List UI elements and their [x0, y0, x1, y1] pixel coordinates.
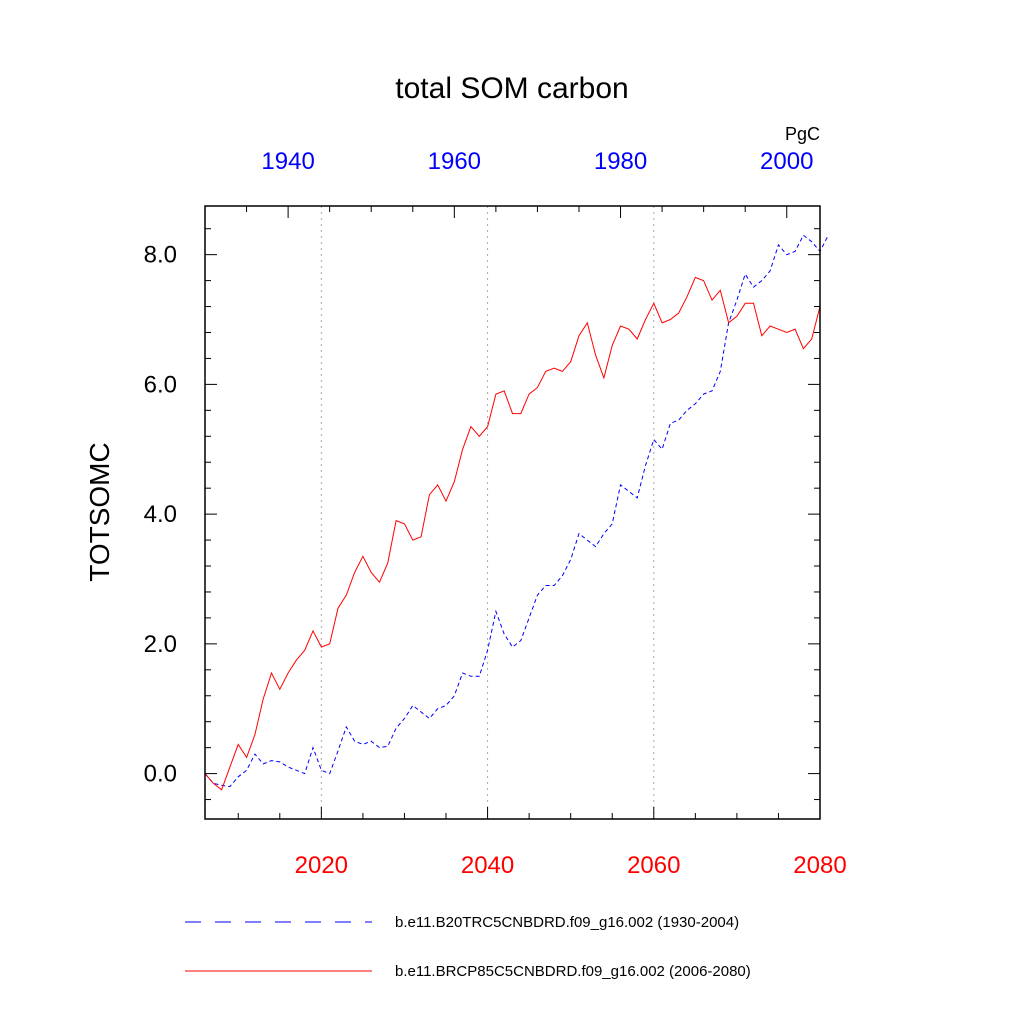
chart-title: total SOM carbon: [395, 72, 628, 105]
bottom-tick-label-2080: 2080: [793, 852, 846, 879]
top-tick-label-1980: 1980: [594, 148, 647, 175]
y-tick-label-8.0: 8.0: [144, 242, 177, 269]
bottom-tick-label-2040: 2040: [461, 852, 514, 879]
bottom-tick-label-2060: 2060: [627, 852, 680, 879]
legend-label-series-2: b.e11.BRCP85C5CNBDRD.f09_g16.002 (2006-2…: [395, 963, 751, 980]
top-tick-label-1960: 1960: [428, 148, 481, 175]
bottom-tick-label-2020: 2020: [295, 852, 348, 879]
series-layer: [204, 234, 829, 791]
series-line-1: [204, 234, 829, 788]
series-line-2: [204, 276, 821, 791]
grid-lines: [320, 206, 655, 819]
y-tick-label-6.0: 6.0: [144, 371, 177, 398]
y-tick-label-2.0: 2.0: [144, 631, 177, 658]
axes: 2020 2040 2060 2080 1940 1960 1980 2000 0.0 2.0 4.…: [144, 148, 847, 879]
y-tick-label-4.0: 4.0: [144, 501, 177, 528]
legend: b.e11.B20TRC5CNBDRD.f09_g16.002 (1930-20…: [185, 914, 751, 980]
top-tick-label-2000: 2000: [760, 148, 813, 175]
plot-frame: [204, 205, 821, 820]
y-axis-label: TOTSOMC: [84, 442, 115, 581]
units-label: PgC: [785, 124, 820, 144]
y-tick-label-0.0: 0.0: [144, 761, 177, 788]
legend-label-series-1: b.e11.B20TRC5CNBDRD.f09_g16.002 (1930-20…: [395, 914, 739, 931]
top-tick-label-1940: 1940: [261, 148, 314, 175]
